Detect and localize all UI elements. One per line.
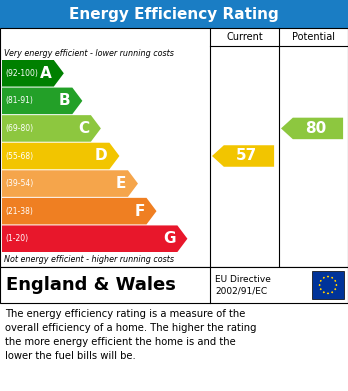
Text: (21-38): (21-38)	[5, 206, 33, 216]
Text: G: G	[163, 231, 175, 246]
Text: The energy efficiency rating is a measure of the: The energy efficiency rating is a measur…	[5, 309, 245, 319]
Polygon shape	[2, 60, 64, 86]
Polygon shape	[318, 284, 321, 286]
Polygon shape	[335, 284, 338, 286]
Text: 57: 57	[236, 149, 257, 163]
Text: Not energy efficient - higher running costs: Not energy efficient - higher running co…	[4, 255, 174, 264]
Text: 80: 80	[305, 121, 326, 136]
Text: the more energy efficient the home is and the: the more energy efficient the home is an…	[5, 337, 236, 347]
Text: 2002/91/EC: 2002/91/EC	[215, 287, 267, 296]
Text: B: B	[59, 93, 70, 108]
Text: England & Wales: England & Wales	[6, 276, 176, 294]
Polygon shape	[2, 143, 119, 169]
Polygon shape	[2, 198, 157, 224]
Text: (69-80): (69-80)	[5, 124, 33, 133]
Text: (92-100): (92-100)	[5, 69, 38, 78]
Text: (55-68): (55-68)	[5, 151, 33, 160]
Polygon shape	[319, 288, 322, 291]
Text: overall efficiency of a home. The higher the rating: overall efficiency of a home. The higher…	[5, 323, 256, 333]
Polygon shape	[2, 226, 188, 252]
Polygon shape	[331, 277, 333, 279]
Bar	[0, 267, 348, 303]
Polygon shape	[2, 88, 82, 114]
Polygon shape	[327, 276, 329, 278]
Text: EU Directive: EU Directive	[215, 275, 271, 284]
Polygon shape	[323, 277, 325, 279]
Bar	[0, 28, 348, 267]
Polygon shape	[212, 145, 274, 167]
Text: lower the fuel bills will be.: lower the fuel bills will be.	[5, 351, 136, 361]
Text: (81-91): (81-91)	[5, 96, 33, 105]
Polygon shape	[334, 288, 337, 291]
Polygon shape	[334, 280, 337, 282]
Polygon shape	[2, 170, 138, 197]
Polygon shape	[331, 291, 333, 294]
Text: F: F	[134, 204, 144, 219]
Text: A: A	[40, 66, 52, 81]
Polygon shape	[281, 118, 343, 139]
Polygon shape	[323, 291, 325, 294]
Polygon shape	[319, 280, 322, 282]
Polygon shape	[2, 115, 101, 142]
Polygon shape	[327, 292, 329, 295]
Text: (1-20): (1-20)	[5, 234, 28, 243]
Text: E: E	[116, 176, 126, 191]
Bar	[0, 0, 348, 28]
Text: (39-54): (39-54)	[5, 179, 33, 188]
Bar	[312, 271, 344, 299]
Text: C: C	[78, 121, 89, 136]
Text: Potential: Potential	[292, 32, 335, 42]
Text: D: D	[95, 149, 108, 163]
Text: Current: Current	[226, 32, 263, 42]
Text: Very energy efficient - lower running costs: Very energy efficient - lower running co…	[4, 48, 174, 57]
Text: Energy Efficiency Rating: Energy Efficiency Rating	[69, 7, 279, 22]
